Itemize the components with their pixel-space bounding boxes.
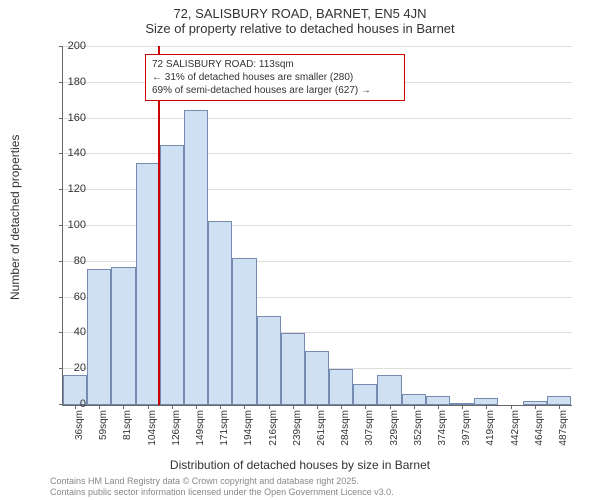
x-tick-mark bbox=[462, 405, 463, 409]
y-tick-label: 100 bbox=[56, 219, 86, 231]
histogram-bar bbox=[426, 396, 450, 405]
histogram-bar bbox=[208, 221, 232, 405]
histogram-bar bbox=[377, 375, 401, 405]
x-tick-label: 487sqm bbox=[558, 410, 569, 450]
x-tick-label: 81sqm bbox=[122, 410, 133, 450]
x-tick-label: 419sqm bbox=[485, 410, 496, 450]
histogram-bar bbox=[87, 269, 111, 405]
annotation-line2: ← 31% of detached houses are smaller (28… bbox=[152, 71, 398, 84]
x-tick-mark bbox=[438, 405, 439, 409]
histogram-bar bbox=[305, 351, 329, 405]
x-tick-label: 284sqm bbox=[340, 410, 351, 450]
y-tick-label: 120 bbox=[56, 183, 86, 195]
histogram-bar bbox=[281, 333, 305, 405]
y-tick-label: 0 bbox=[56, 398, 86, 410]
x-tick-label: 307sqm bbox=[364, 410, 375, 450]
x-tick-label: 36sqm bbox=[74, 410, 85, 450]
x-tick-mark bbox=[196, 405, 197, 409]
x-tick-mark bbox=[559, 405, 560, 409]
x-tick-label: 59sqm bbox=[98, 410, 109, 450]
x-tick-mark bbox=[511, 405, 512, 409]
footer-line1: Contains HM Land Registry data © Crown c… bbox=[50, 476, 394, 487]
histogram-bar bbox=[353, 384, 377, 405]
x-tick-label: 104sqm bbox=[147, 410, 158, 450]
annotation-line3: 69% of semi-detached houses are larger (… bbox=[152, 84, 398, 97]
x-tick-label: 194sqm bbox=[243, 410, 254, 450]
x-tick-label: 149sqm bbox=[195, 410, 206, 450]
x-tick-mark bbox=[414, 405, 415, 409]
annotation-callout: 72 SALISBURY ROAD: 113sqm ← 31% of detac… bbox=[145, 54, 405, 101]
histogram-bar bbox=[402, 394, 426, 405]
x-tick-label: 261sqm bbox=[316, 410, 327, 450]
x-tick-label: 239sqm bbox=[292, 410, 303, 450]
chart-title-sub: Size of property relative to detached ho… bbox=[0, 21, 600, 40]
histogram-bar bbox=[474, 398, 498, 405]
x-tick-label: 126sqm bbox=[171, 410, 182, 450]
x-tick-label: 464sqm bbox=[534, 410, 545, 450]
x-tick-mark bbox=[390, 405, 391, 409]
gridline bbox=[63, 46, 572, 47]
x-tick-mark bbox=[220, 405, 221, 409]
y-tick-label: 40 bbox=[56, 326, 86, 338]
y-tick-label: 160 bbox=[56, 112, 86, 124]
chart-container: 72, SALISBURY ROAD, BARNET, EN5 4JN Size… bbox=[0, 0, 600, 500]
x-tick-mark bbox=[293, 405, 294, 409]
x-tick-mark bbox=[486, 405, 487, 409]
histogram-bar bbox=[547, 396, 571, 405]
y-tick-label: 180 bbox=[56, 76, 86, 88]
histogram-bar bbox=[111, 267, 135, 405]
y-tick-label: 80 bbox=[56, 255, 86, 267]
y-tick-label: 200 bbox=[56, 40, 86, 52]
histogram-bar bbox=[257, 316, 281, 406]
footer-attribution: Contains HM Land Registry data © Crown c… bbox=[50, 476, 394, 498]
x-tick-label: 374sqm bbox=[437, 410, 448, 450]
y-tick-label: 20 bbox=[56, 362, 86, 374]
x-tick-mark bbox=[244, 405, 245, 409]
x-tick-label: 329sqm bbox=[389, 410, 400, 450]
x-tick-mark bbox=[99, 405, 100, 409]
histogram-bar bbox=[160, 145, 184, 405]
x-tick-mark bbox=[172, 405, 173, 409]
x-tick-label: 216sqm bbox=[268, 410, 279, 450]
histogram-bar bbox=[232, 258, 256, 405]
x-tick-mark bbox=[535, 405, 536, 409]
x-tick-label: 442sqm bbox=[510, 410, 521, 450]
footer-line2: Contains public sector information licen… bbox=[50, 487, 394, 498]
histogram-bar bbox=[136, 163, 160, 405]
x-tick-mark bbox=[341, 405, 342, 409]
x-tick-mark bbox=[148, 405, 149, 409]
y-tick-label: 60 bbox=[56, 291, 86, 303]
histogram-bar bbox=[184, 110, 208, 405]
x-tick-label: 352sqm bbox=[413, 410, 424, 450]
x-tick-mark bbox=[123, 405, 124, 409]
x-tick-mark bbox=[365, 405, 366, 409]
x-tick-mark bbox=[317, 405, 318, 409]
annotation-line1: 72 SALISBURY ROAD: 113sqm bbox=[152, 58, 398, 71]
y-axis-label: Number of detached properties bbox=[8, 55, 22, 220]
gridline bbox=[63, 118, 572, 119]
x-tick-mark bbox=[269, 405, 270, 409]
histogram-bar bbox=[329, 369, 353, 405]
chart-title-main: 72, SALISBURY ROAD, BARNET, EN5 4JN bbox=[0, 0, 600, 21]
y-tick-label: 140 bbox=[56, 147, 86, 159]
gridline bbox=[63, 153, 572, 154]
x-tick-label: 397sqm bbox=[461, 410, 472, 450]
x-axis-label: Distribution of detached houses by size … bbox=[0, 458, 600, 472]
x-tick-label: 171sqm bbox=[219, 410, 230, 450]
plot-area: 72 SALISBURY ROAD: 113sqm ← 31% of detac… bbox=[62, 46, 572, 406]
